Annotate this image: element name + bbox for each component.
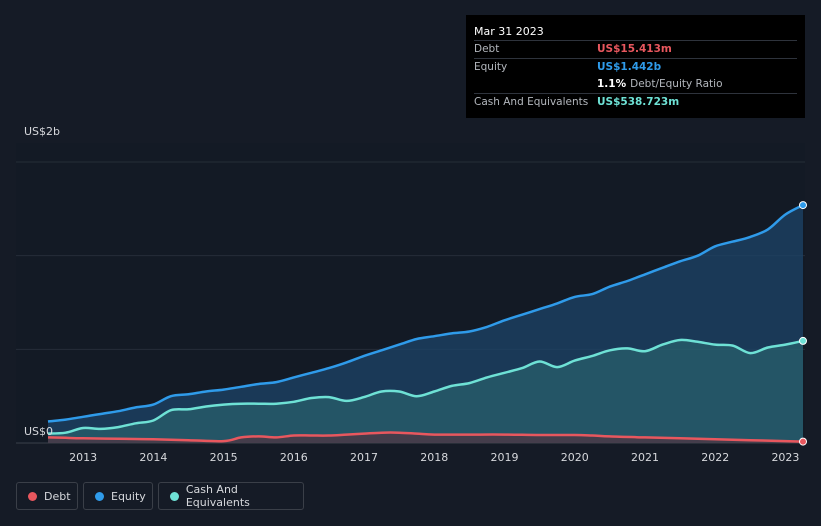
equity-line (47, 203, 804, 423)
x-tick-label: 2014 (139, 451, 167, 464)
tooltip-label: Equity (474, 61, 508, 73)
tooltip-row-debt: Debt US$15.413m (474, 40, 797, 58)
legend-label: Equity (111, 489, 146, 503)
tooltip-value: US$15.413m (597, 43, 672, 55)
legend-item-debt[interactable]: Debt (16, 482, 78, 510)
ratio-value: 1.1% (597, 78, 627, 90)
tooltip-label: Debt (474, 43, 500, 55)
legend-item-equity[interactable]: Equity (83, 482, 153, 510)
tooltip-value: US$1.442b (597, 61, 662, 73)
tooltip-row-cash: Cash And Equivalents US$538.723m (474, 93, 797, 111)
chart-areas (48, 205, 803, 443)
tooltip-label (474, 76, 597, 93)
debt-endpoint (799, 437, 807, 446)
ratio-note: Debt/Equity Ratio (630, 78, 723, 90)
tooltip-date: Mar 31 2023 (474, 25, 544, 38)
equity-legend-dot-icon (95, 491, 104, 501)
legend-label: Cash And Equivalents (185, 483, 250, 509)
debt-area (48, 432, 803, 443)
x-tick-label: 2023 (771, 451, 799, 464)
x-tick-label: 2021 (631, 451, 659, 464)
x-tick-label: 2018 (420, 451, 448, 464)
x-tick-label: 2022 (701, 451, 729, 464)
x-tick-label: 2019 (491, 451, 519, 464)
chart-endpoints (799, 201, 807, 446)
x-axis-ticks: 2013 2014 2015 2016 2017 2018 2019 2020 2021 2022… (69, 451, 799, 464)
cash-and-equivalents-area (48, 339, 803, 443)
tooltip-value: 1.1% Debt/Equity Ratio (597, 76, 723, 93)
tooltip-row-equity: Equity US$1.442b (474, 58, 797, 76)
tooltip-value: US$538.723m (597, 96, 680, 108)
x-tick-label: 2015 (210, 451, 238, 464)
cash-and-equivalents-line (47, 338, 804, 435)
tooltip-row-ratio: 1.1% Debt/Equity Ratio (474, 76, 797, 93)
y-top-label: US$2b (24, 125, 60, 138)
x-tick-label: 2016 (280, 451, 308, 464)
tooltip: Mar 31 2023 Debt US$15.413m Equity US$1.… (466, 15, 805, 118)
equity-endpoint (799, 201, 807, 210)
cash-and-equivalents-endpoint (799, 336, 807, 345)
chart-lines (47, 203, 804, 443)
tooltip-label: Cash And Equivalents (474, 96, 589, 108)
x-tick-label: 2017 (350, 451, 378, 464)
x-tick-label: 2013 (69, 451, 97, 464)
y-zero-label: US$0 (24, 425, 53, 438)
legend-item-cash[interactable]: Cash And Equivalents (158, 482, 304, 510)
debt-legend-dot-icon (28, 491, 37, 501)
legend-label: Debt (44, 489, 71, 503)
cash-legend-dot-icon (170, 491, 179, 501)
debt-line (47, 431, 804, 443)
x-tick-label: 2020 (561, 451, 589, 464)
